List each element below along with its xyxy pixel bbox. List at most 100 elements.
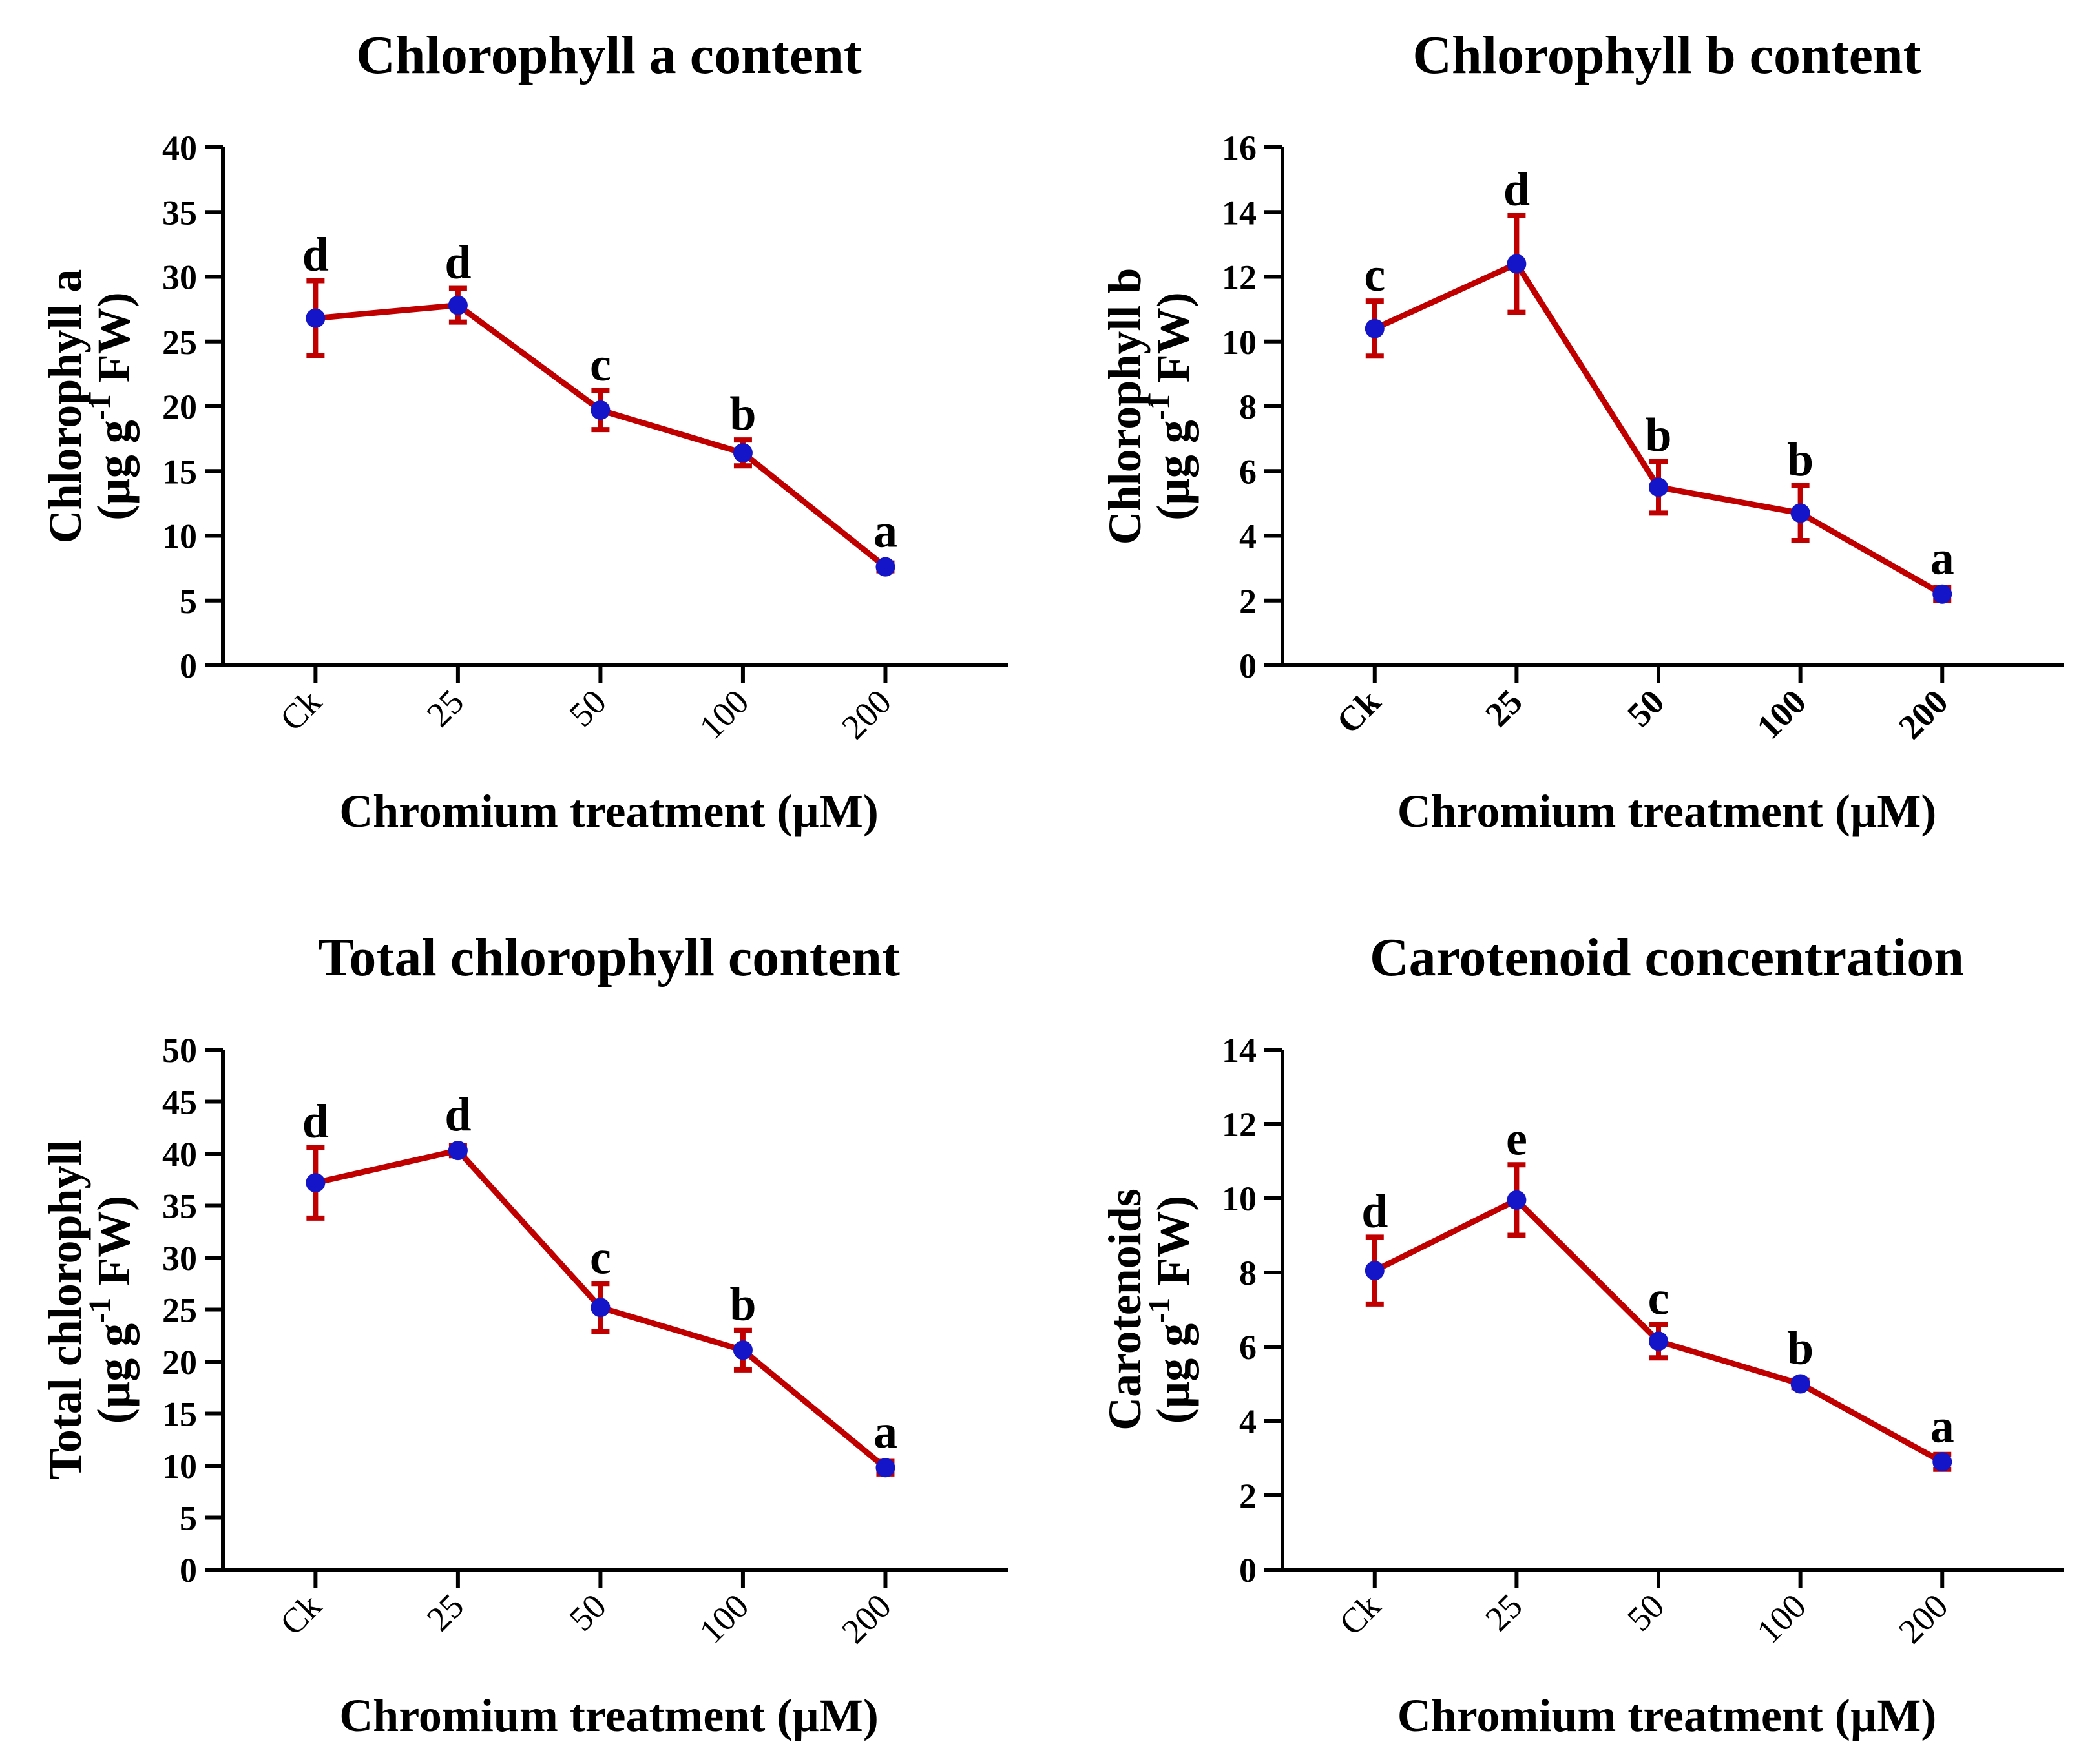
y-tick-label: 12 — [1222, 258, 1257, 297]
y-axis-label-line2: (µg g-1 FW) — [83, 292, 140, 520]
data-point — [591, 1298, 611, 1318]
y-axis-label-line2: (µg g-1 FW) — [1142, 1196, 1199, 1424]
y-tick-label: 0 — [180, 1551, 197, 1590]
significance-label: b — [1787, 1322, 1814, 1375]
data-point — [1790, 1374, 1810, 1394]
y-tick-label: 30 — [162, 1239, 197, 1278]
y-axis-unit-prefix: (µg g — [1147, 420, 1199, 520]
y-axis-unit-suffix: FW) — [1147, 292, 1199, 394]
significance-label: d — [444, 1088, 471, 1141]
y-axis-unit-superscript: -1 — [83, 394, 117, 420]
significance-label: b — [729, 1278, 756, 1331]
chart-title: Carotenoid concentration — [1370, 928, 1964, 988]
chart-title: Chlorophyll a content — [356, 25, 862, 85]
y-axis-unit-prefix: (µg g — [88, 420, 140, 520]
significance-label: d — [444, 236, 471, 289]
y-tick-label: 8 — [1239, 388, 1257, 426]
chart-panel-3: Total chlorophyll content 0 5 10 15 20 25 30 35 4… — [39, 928, 1008, 1741]
data-point — [1932, 584, 1952, 604]
significance-label: b — [729, 388, 756, 441]
y-tick-label: 6 — [1239, 452, 1257, 491]
y-tick-label: 20 — [162, 388, 197, 426]
y-axis-unit-superscript: -1 — [1142, 394, 1176, 420]
y-tick-label: 50 — [162, 1031, 197, 1070]
x-axis-label: Chromium treatment (µM) — [339, 1690, 879, 1741]
y-tick-label: 25 — [162, 323, 197, 362]
data-point — [733, 1340, 753, 1360]
data-point — [1649, 1331, 1669, 1351]
y-tick-label: 10 — [1222, 323, 1257, 362]
chart-title: Chlorophyll b content — [1412, 25, 1921, 85]
y-tick-label: 16 — [1222, 129, 1257, 167]
significance-label: d — [1503, 163, 1530, 216]
y-tick-label: 20 — [162, 1343, 197, 1382]
y-tick-label: 30 — [162, 258, 197, 297]
significance-label: d — [1361, 1185, 1388, 1238]
y-axis-unit-prefix: (µg g — [88, 1323, 140, 1424]
y-tick-label: 10 — [162, 517, 197, 556]
data-point — [591, 400, 611, 420]
y-tick-label: 0 — [1239, 647, 1257, 685]
y-tick-label: 0 — [1239, 1551, 1257, 1590]
x-axis-label: Chromium treatment (µM) — [1397, 785, 1937, 837]
data-point — [306, 1173, 326, 1193]
significance-label: a — [873, 1406, 897, 1458]
y-tick-label: 35 — [162, 193, 197, 232]
y-tick-label: 14 — [1222, 193, 1257, 232]
y-tick-label: 4 — [1239, 517, 1257, 556]
x-axis-label: Chromium treatment (µM) — [1397, 1690, 1937, 1741]
y-tick-label: 40 — [162, 1135, 197, 1174]
y-tick-label: 10 — [162, 1447, 197, 1486]
y-tick-label: 45 — [162, 1083, 197, 1122]
data-point — [1507, 254, 1527, 274]
data-point — [875, 1458, 895, 1478]
y-tick-label: 40 — [162, 129, 197, 167]
y-tick-label: 8 — [1239, 1254, 1257, 1292]
significance-label: d — [302, 1095, 329, 1148]
data-point — [733, 443, 753, 463]
chart-title: Total chlorophyll content — [318, 928, 900, 988]
y-axis-unit-suffix: FW) — [1147, 1196, 1199, 1298]
significance-label: a — [1930, 532, 1954, 585]
data-point — [1365, 318, 1385, 338]
y-tick-label: 5 — [180, 1499, 197, 1538]
data-point — [1649, 477, 1669, 497]
significance-label: c — [590, 1231, 611, 1284]
y-tick-label: 14 — [1222, 1031, 1257, 1070]
y-tick-label: 35 — [162, 1187, 197, 1226]
data-point — [875, 557, 895, 577]
y-tick-label: 15 — [162, 1395, 197, 1434]
y-tick-label: 2 — [1239, 582, 1257, 621]
significance-label: c — [1648, 1272, 1669, 1325]
y-axis-unit-superscript: -1 — [1142, 1298, 1176, 1323]
y-tick-label: 25 — [162, 1291, 197, 1330]
y-axis-unit-superscript: -1 — [83, 1298, 117, 1323]
y-axis-label-line1: Chlorophyll a — [39, 269, 91, 544]
significance-label: c — [1364, 249, 1385, 302]
data-point — [306, 308, 326, 328]
y-axis-unit-suffix: FW) — [88, 1196, 140, 1298]
y-axis-label-line2: (µg g-1 FW) — [83, 1196, 140, 1424]
y-axis-unit-suffix: FW) — [88, 292, 140, 394]
significance-label: d — [302, 229, 329, 282]
significance-label: a — [1930, 1400, 1954, 1453]
data-point — [1365, 1261, 1385, 1281]
data-point — [448, 295, 468, 315]
y-axis-label-line1: Chlorophyll b — [1099, 268, 1151, 545]
x-axis-label: Chromium treatment (µM) — [339, 785, 879, 837]
y-tick-label: 4 — [1239, 1402, 1257, 1441]
data-point — [1507, 1190, 1527, 1210]
y-axis-label-line1: Carotenoids — [1099, 1188, 1151, 1431]
y-tick-label: 10 — [1222, 1179, 1257, 1218]
y-tick-label: 2 — [1239, 1477, 1257, 1515]
data-point — [448, 1141, 468, 1161]
y-tick-label: 5 — [180, 582, 197, 621]
significance-label: b — [1645, 409, 1671, 462]
significance-label: e — [1506, 1112, 1527, 1165]
significance-label: b — [1787, 433, 1814, 486]
data-point — [1790, 503, 1810, 523]
